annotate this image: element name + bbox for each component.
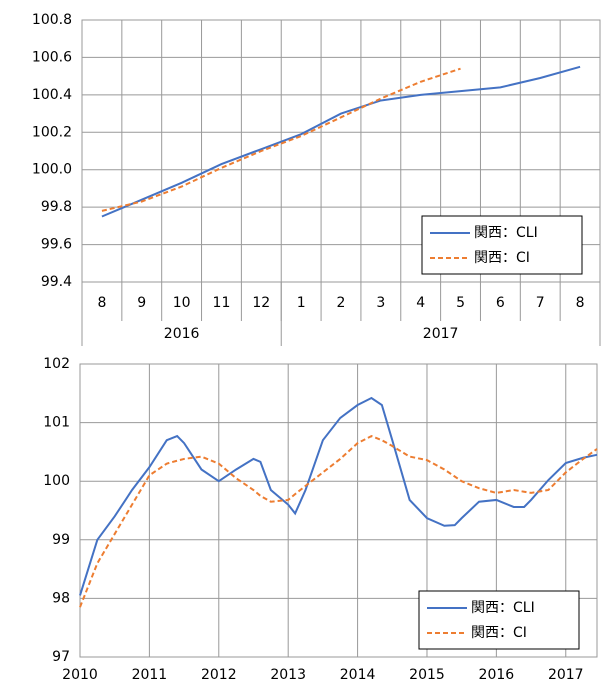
x-group-label: 2017: [423, 326, 459, 342]
legend-label: 関西：CI: [471, 625, 527, 641]
line-series: [79, 396, 598, 596]
y-tick-label: 100: [43, 473, 70, 489]
x-tick-label: 9: [137, 295, 146, 311]
x-tick-label: 2013: [270, 667, 306, 683]
x-tick-label: 7: [536, 295, 545, 311]
x-tick-label: 2015: [409, 667, 445, 683]
x-tick-label: 12: [252, 295, 270, 311]
legend-label: 関西：CI: [474, 250, 530, 266]
x-tick-label: 1: [297, 295, 306, 311]
x-tick-label: 2016: [479, 667, 515, 683]
y-tick-label: 97: [52, 649, 70, 665]
y-tick-label: 100.4: [32, 87, 72, 103]
line-series: [101, 65, 581, 218]
line-series: [101, 67, 461, 212]
x-tick-label: 2: [337, 295, 346, 311]
y-tick-label: 99.8: [41, 199, 72, 215]
legend-label: 関西：CLI: [471, 600, 535, 616]
legend-box: [421, 215, 583, 275]
x-tick-label: 8: [576, 295, 585, 311]
x-tick-label: 2014: [340, 667, 376, 683]
plot-frame: [79, 363, 598, 658]
x-tick-label: 2012: [201, 667, 237, 683]
y-tick-label: 100.6: [32, 49, 72, 65]
y-tick-label: 99.6: [41, 237, 72, 253]
x-tick-label: 4: [416, 295, 425, 311]
y-tick-label: 99: [52, 532, 70, 548]
y-tick-label: 100.8: [32, 12, 72, 28]
x-tick-label: 2010: [62, 667, 98, 683]
x-tick-label: 3: [376, 295, 385, 311]
y-tick-label: 100.0: [32, 162, 72, 178]
x-tick-label: 2011: [132, 667, 168, 683]
x-tick-label: 5: [456, 295, 465, 311]
plot-frame: [81, 19, 601, 283]
x-tick-label: 11: [213, 295, 231, 311]
legend-label: 関西：CLI: [474, 225, 538, 241]
x-group-label: 2016: [164, 326, 200, 342]
x-tick-label: 8: [97, 295, 106, 311]
y-tick-label: 102: [43, 356, 70, 372]
legend-box: [418, 590, 580, 650]
x-tick-label: 2017: [548, 667, 584, 683]
x-tick-label: 6: [496, 295, 505, 311]
y-tick-label: 100.2: [32, 124, 72, 140]
x-tick-label: 10: [173, 295, 191, 311]
line-series: [79, 434, 598, 608]
y-tick-label: 99.4: [41, 274, 72, 290]
y-tick-label: 101: [43, 415, 70, 431]
y-tick-label: 98: [52, 590, 70, 606]
